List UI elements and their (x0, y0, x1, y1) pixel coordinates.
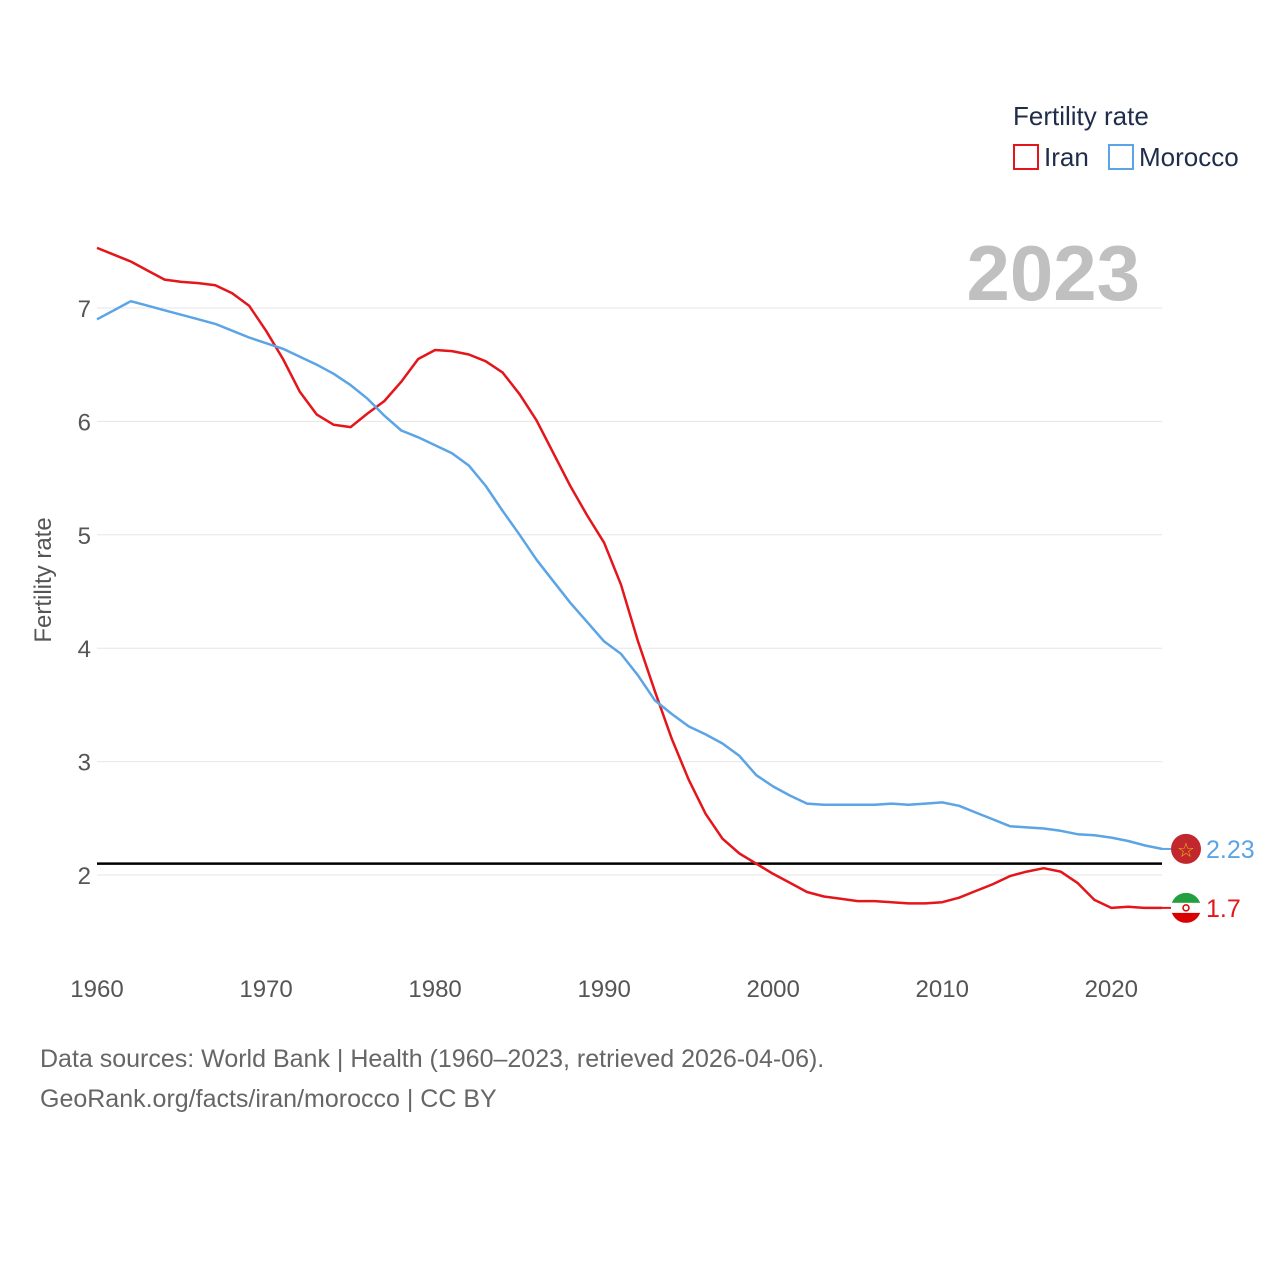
x-tick-label: 2010 (916, 976, 969, 1003)
legend-label-morocco[interactable]: Morocco (1139, 142, 1239, 172)
series-line-iran[interactable] (96, 246, 1162, 910)
morocco-end-value: 2.23 (1206, 836, 1255, 864)
y-tick-label: 7 (78, 296, 91, 323)
x-axis-ticks: 1960 1970 1980 1990 2000 2010 2020 (70, 976, 1138, 1003)
series-line-morocco[interactable] (96, 299, 1163, 851)
legend-swatch-morocco[interactable] (1108, 144, 1134, 170)
footer-sources: Data sources: World Bank | Health (1960–… (40, 1045, 825, 1073)
y-tick-label: 4 (78, 636, 91, 663)
series-lines (96, 246, 1163, 910)
y-tick-label: 2 (78, 863, 91, 890)
y-tick-label: 5 (78, 523, 91, 550)
x-tick-label: 1990 (577, 976, 630, 1003)
legend-title: Fertility rate (1013, 101, 1149, 131)
y-tick-label: 6 (78, 409, 91, 436)
y-tick-label: 3 (78, 750, 91, 777)
y-axis-title: Fertility rate (30, 517, 57, 642)
footer-credit[interactable]: GeoRank.org/facts/iran/morocco | CC BY (40, 1085, 497, 1113)
morocco-end-marker: ☆ 2.23 (1162, 833, 1255, 864)
iran-end-value: 1.7 (1206, 895, 1241, 923)
legend-label-iran[interactable]: Iran (1044, 142, 1089, 172)
x-tick-label: 1960 (70, 976, 123, 1003)
legend-swatch-iran[interactable] (1013, 144, 1039, 170)
iran-end-marker: 1.7 (1162, 892, 1241, 923)
x-tick-label: 2000 (746, 976, 799, 1003)
current-year-watermark: 2023 (966, 229, 1140, 317)
x-tick-label: 2020 (1085, 976, 1138, 1003)
gridlines (97, 307, 1162, 876)
x-tick-label: 1980 (408, 976, 461, 1003)
iran-flag-icon (1171, 892, 1201, 923)
y-axis-ticks: 2 3 4 5 6 7 (78, 296, 91, 890)
x-tick-label: 1970 (239, 976, 292, 1003)
morocco-flag-icon: ☆ (1171, 833, 1201, 864)
legend: Fertility rate Iran Morocco (1013, 101, 1239, 172)
morocco-star-icon: ☆ (1177, 840, 1195, 862)
